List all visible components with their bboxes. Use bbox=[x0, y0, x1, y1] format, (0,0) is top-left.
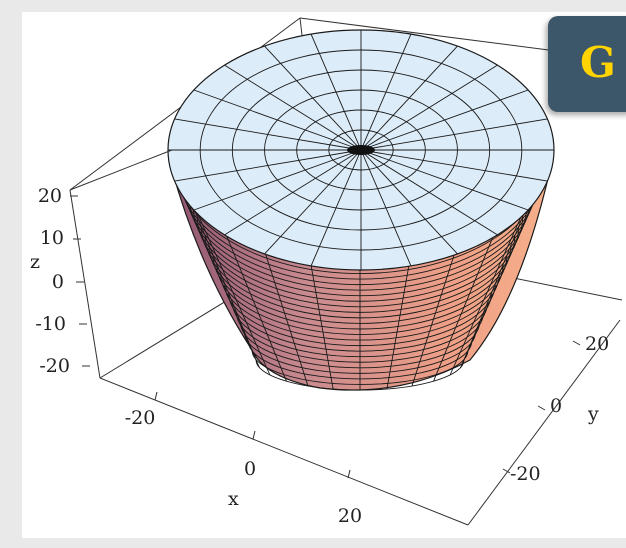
side-generator-line bbox=[310, 263, 334, 390]
y-tick-label: 20 bbox=[585, 333, 609, 355]
cap-spoke-line bbox=[360, 149, 412, 267]
cap-spoke-line bbox=[310, 33, 362, 151]
cap-spoke-line bbox=[193, 89, 362, 151]
side-generator-line bbox=[386, 263, 410, 390]
y-axis-label: y bbox=[587, 403, 599, 425]
corner-badge: G bbox=[548, 16, 626, 112]
cap-spoke-line bbox=[224, 64, 362, 151]
side-generator-line bbox=[449, 208, 525, 376]
z-tick-label: 10 bbox=[40, 227, 64, 249]
cap-spoke-line bbox=[360, 89, 529, 151]
z-tick-label: -20 bbox=[39, 355, 70, 377]
cap-spoke-line bbox=[360, 33, 412, 151]
cap-spoke-line bbox=[310, 149, 362, 267]
badge-letter: G bbox=[580, 38, 616, 87]
cap-spoke-line bbox=[264, 149, 362, 255]
cap-spoke-line bbox=[360, 149, 498, 236]
x-tick-label: -20 bbox=[125, 407, 156, 429]
x-tick-label: 0 bbox=[244, 458, 256, 480]
cone-side-mesh bbox=[169, 149, 551, 391]
side-generator-line bbox=[225, 233, 287, 382]
cap-spoke-line bbox=[360, 118, 548, 151]
cap-spoke-line bbox=[174, 149, 362, 182]
x-tick-label: 20 bbox=[338, 505, 362, 527]
cap-spoke-line bbox=[193, 149, 362, 211]
cap-spoke-line bbox=[360, 45, 458, 151]
cap-spoke-line bbox=[360, 149, 458, 255]
cap-spoke-line bbox=[174, 118, 362, 151]
side-generator-line bbox=[176, 180, 260, 368]
z-axis-label: z bbox=[30, 251, 40, 273]
y-tick-label: -20 bbox=[510, 463, 541, 485]
cone-top-mesh bbox=[168, 30, 554, 270]
side-generator-line bbox=[460, 180, 544, 368]
x-axis: -20 0 20 x bbox=[125, 391, 362, 527]
cap-spoke-line bbox=[224, 149, 362, 236]
side-generator-line bbox=[195, 208, 271, 376]
z-tick-label: 0 bbox=[52, 271, 64, 293]
cap-spoke-line bbox=[360, 64, 498, 151]
cone-top-center bbox=[347, 145, 375, 155]
x-axis-label: x bbox=[228, 488, 239, 510]
cap-spoke-line bbox=[264, 45, 362, 151]
side-generator-line bbox=[264, 252, 309, 387]
z-axis: 20 10 0 -10 -20 z bbox=[30, 185, 90, 377]
bounding-box-front bbox=[69, 149, 621, 526]
z-tick-label: 20 bbox=[38, 185, 62, 207]
y-axis: 20 0 -20 y bbox=[502, 333, 609, 485]
z-tick-label: -10 bbox=[35, 313, 66, 335]
side-generator-line bbox=[411, 252, 456, 387]
cap-spoke-line bbox=[360, 149, 548, 182]
side-generator-line bbox=[433, 233, 495, 382]
cap-spoke-line bbox=[360, 149, 529, 211]
y-tick-label: 0 bbox=[550, 395, 562, 417]
